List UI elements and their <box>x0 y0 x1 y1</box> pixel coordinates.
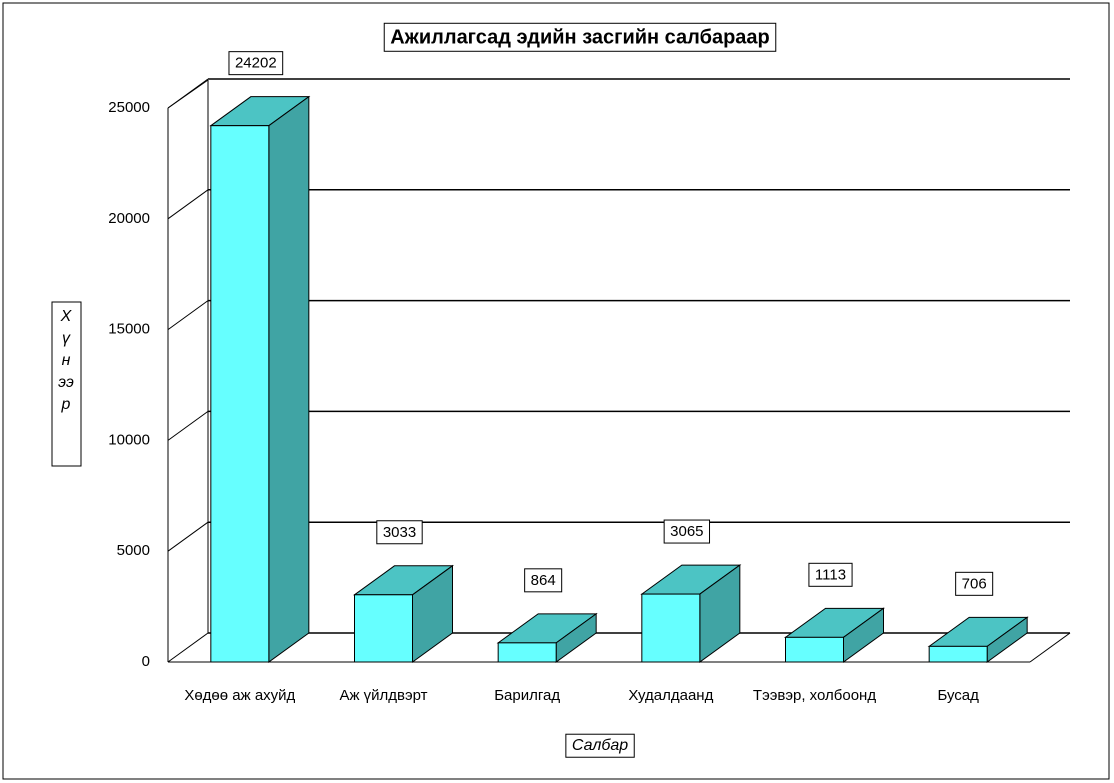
bar-front <box>928 645 988 663</box>
grid-line <box>167 410 209 441</box>
bar-front <box>641 593 701 663</box>
y-tick-label: 25000 <box>108 99 150 116</box>
grid-line <box>167 521 209 552</box>
label-box <box>383 22 777 52</box>
bar-side <box>268 95 310 663</box>
chart-title: Ажиллагсад эдийн засгийн салбараар <box>390 26 770 48</box>
grid-line <box>167 632 209 663</box>
bar <box>352 564 455 663</box>
y-tick-label: 15000 <box>108 321 150 338</box>
value-label: 864 <box>531 572 556 589</box>
bar <box>927 616 1029 663</box>
y-label-holder: Хүнээр <box>58 308 74 413</box>
value-label: 3033 <box>383 524 416 541</box>
x-tick-label: Тээвэр, холбоонд <box>753 687 876 704</box>
y-tick-label: 20000 <box>108 210 150 227</box>
x-tick-label: Хөдөө аж ахуйд <box>184 687 295 704</box>
bar <box>783 607 886 663</box>
label-box <box>663 519 711 544</box>
grid-line <box>167 189 209 220</box>
label-box <box>808 562 853 587</box>
y-tick-label: 10000 <box>108 431 150 448</box>
x-axis-label: Салбар <box>572 737 628 754</box>
title-group: Ажиллагсад эдийн засгийн салбараар <box>383 22 777 52</box>
value-label: 1113 <box>815 566 846 583</box>
x-tick-label: Барилгад <box>494 687 560 704</box>
x-tick-label: Бусад <box>937 687 979 704</box>
bar-front <box>497 642 557 663</box>
y-tick-label: 5000 <box>117 542 150 559</box>
value-label: 706 <box>962 575 987 592</box>
x-tick-label: Худалдаанд <box>628 687 713 704</box>
bar <box>209 95 311 663</box>
label-box <box>376 520 423 545</box>
label-box <box>524 568 563 593</box>
value-label: 24202 <box>235 55 277 72</box>
bar-front <box>785 636 844 663</box>
label-box <box>228 51 284 76</box>
bar-front <box>210 125 270 663</box>
y-tick-label: 0 <box>142 653 150 670</box>
y-axis-label: Хүнээр <box>58 308 74 413</box>
x-tick-label: Аж үйлдвэрт <box>339 687 427 704</box>
grid-line <box>167 78 209 109</box>
floor-edge <box>1029 632 1071 663</box>
grid-line <box>167 300 209 331</box>
label-box <box>955 571 994 596</box>
bar-front <box>354 594 413 663</box>
label-box <box>565 733 635 758</box>
y-label-box <box>51 301 82 467</box>
bar <box>496 612 598 663</box>
value-label: 3065 <box>670 523 703 540</box>
bar <box>640 564 742 663</box>
